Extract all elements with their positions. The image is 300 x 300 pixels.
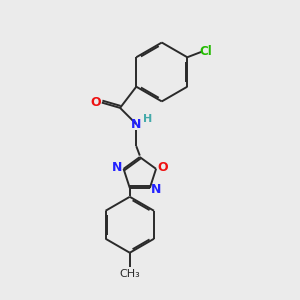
Text: Cl: Cl — [200, 45, 212, 58]
Text: CH₃: CH₃ — [119, 269, 140, 279]
Text: N: N — [112, 161, 122, 174]
Text: H: H — [143, 114, 152, 124]
Text: N: N — [131, 118, 142, 130]
Text: N: N — [151, 183, 161, 196]
Text: O: O — [91, 95, 101, 109]
Text: O: O — [157, 161, 168, 174]
